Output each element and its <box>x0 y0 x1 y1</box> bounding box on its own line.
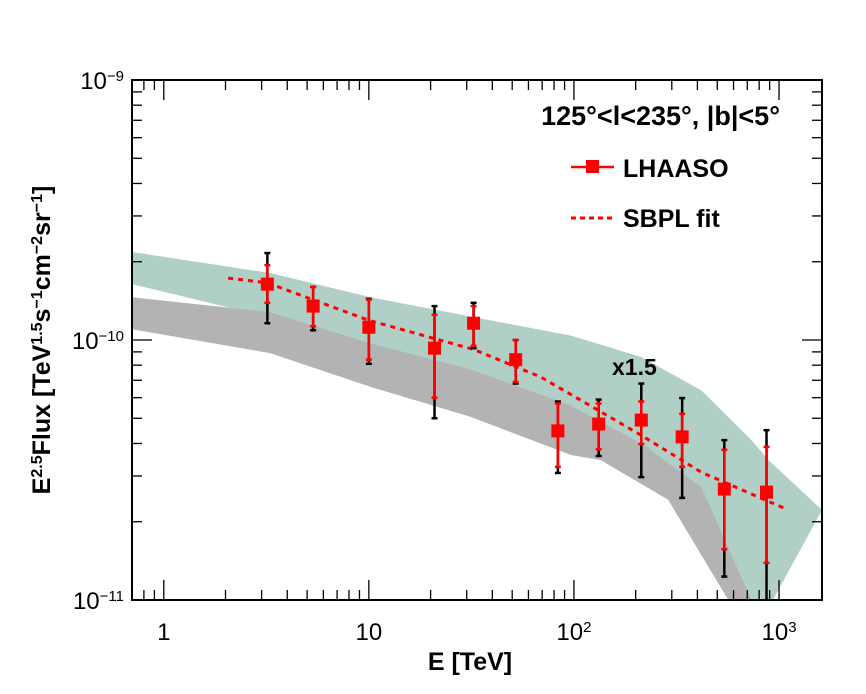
legend-label-lhaaso: LHAASO <box>623 155 729 183</box>
data-point <box>260 251 274 325</box>
data-point <box>634 382 648 479</box>
scale-annotation: x1.5 <box>612 354 657 380</box>
y-axis-label: E2.5Flux [TeV1.5s−1cm−2sr−1] <box>28 186 56 495</box>
data-marker <box>760 485 774 499</box>
data-marker <box>260 277 274 291</box>
y-tick-label: 10−11 <box>73 588 124 616</box>
data-marker <box>551 424 565 438</box>
data-marker <box>362 320 376 334</box>
data-point <box>675 396 689 500</box>
sbpl-fit-line <box>227 276 785 510</box>
data-marker <box>634 413 648 427</box>
labels: 1 10 102 103 10−11 10−10 10−9 E [TeV] E2.5Flux [… <box>28 68 797 677</box>
region-annotation: 125°<l<235°, |b|<5° <box>541 101 780 131</box>
legend-marker-lhaaso <box>586 160 599 173</box>
y-tick-label: 10−9 <box>80 68 124 96</box>
data-marker <box>717 482 731 496</box>
data-marker <box>428 341 442 355</box>
x-tick-label: 102 <box>556 619 591 647</box>
x-tick-label: 1 <box>157 619 170 646</box>
bands-layer <box>132 252 822 600</box>
axes <box>131 79 823 601</box>
y-tick-label: 10−10 <box>72 328 124 356</box>
data-marker <box>306 299 320 313</box>
data-marker <box>675 430 689 444</box>
data-point <box>717 438 731 578</box>
legend: LHAASO SBPL fit <box>571 155 729 233</box>
data-marker <box>467 316 481 330</box>
data-points-layer <box>260 251 774 600</box>
data-point <box>306 285 320 332</box>
x-axis-label: E [TeV] <box>428 648 512 676</box>
band <box>132 297 752 600</box>
legend-label-fit: SBPL fit <box>623 205 720 233</box>
data-point <box>760 428 774 600</box>
x-tick-label: 103 <box>762 619 797 647</box>
data-point <box>467 301 481 350</box>
data-point <box>362 297 376 366</box>
data-marker <box>592 417 606 431</box>
data-point <box>551 400 565 475</box>
data-point <box>428 304 442 420</box>
data-point <box>592 398 606 458</box>
data-marker <box>509 353 523 367</box>
data-point <box>509 338 523 385</box>
x-tick-label: 10 <box>356 619 383 646</box>
fit-layer <box>227 276 785 510</box>
